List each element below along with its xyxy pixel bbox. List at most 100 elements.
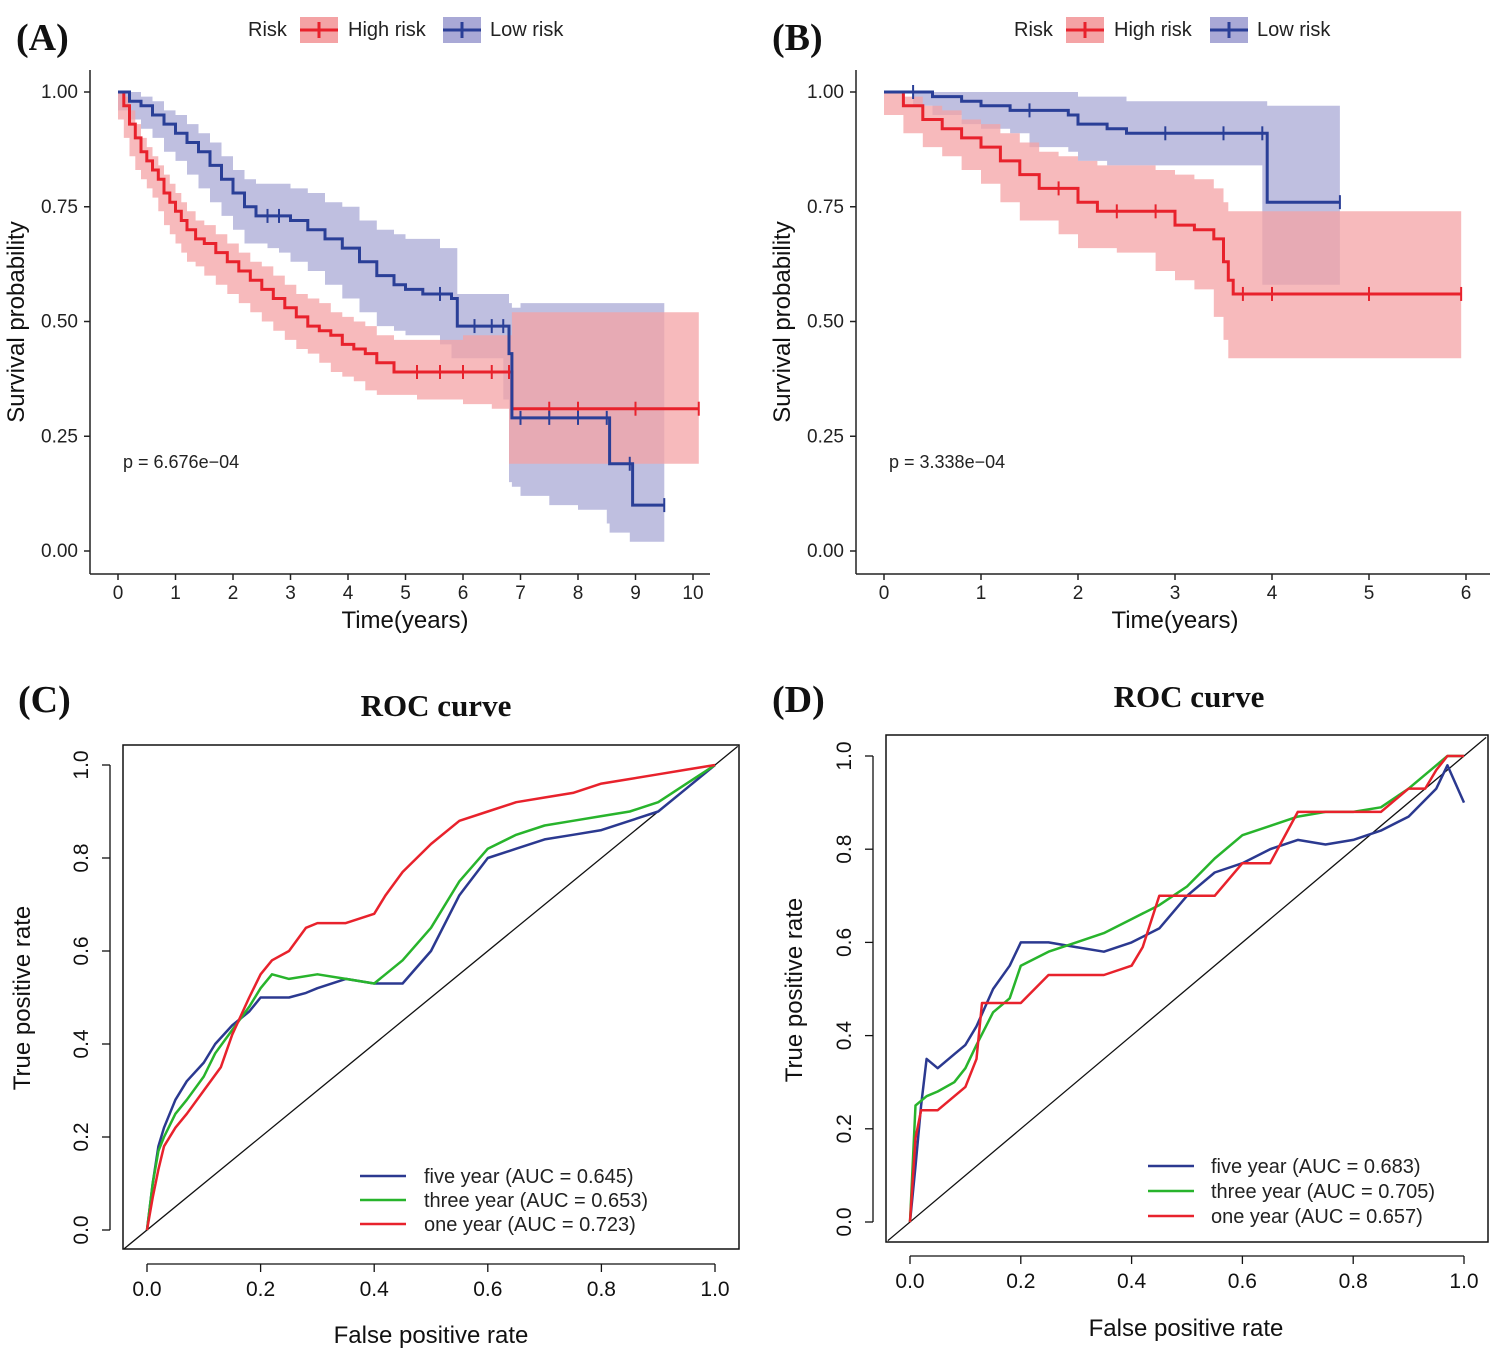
panel-b-ci-band-low-risk <box>884 92 1340 285</box>
panel-a-x-tick-label: 6 <box>458 583 469 604</box>
panel-d-x-title: False positive rate <box>1089 1315 1284 1342</box>
panel-d-legend: five year (AUC = 0.683) three year (AUC … <box>1148 1156 1435 1228</box>
panel-a-y-ticks: 0.00 0.25 0.50 0.75 1.00 <box>41 82 90 562</box>
panel-d-x-tick-label: 0.8 <box>1339 1270 1368 1293</box>
panel-b-x-tick-label: 5 <box>1364 583 1375 604</box>
panel-b-legend-title: Risk <box>1014 19 1054 41</box>
panel-a-y-title: Survival probability <box>3 221 30 422</box>
panel-a-x-tick-label: 3 <box>285 583 296 604</box>
panel-a-survival-curves <box>118 90 700 513</box>
panel-c-x-tick-label: 0.0 <box>132 1278 161 1301</box>
panel-d-x-tick-label: 0.0 <box>895 1270 924 1293</box>
panel-c-x-ticks: 0.0 0.2 0.4 0.6 0.8 1.0 <box>132 1263 730 1301</box>
panel-c-y-ticks: 0.0 0.2 0.4 0.6 0.8 1.0 <box>70 750 111 1245</box>
panel-b-legend-label-low: Low risk <box>1257 19 1331 41</box>
panel-a-legend-label-low: Low risk <box>490 19 564 41</box>
panel-c-legend-label-five: five year (AUC = 0.645) <box>424 1166 634 1188</box>
panel-c-x-tick-label: 0.6 <box>473 1278 502 1301</box>
panel-d-x-ticks: 0.0 0.2 0.4 0.6 0.8 1.0 <box>895 1255 1479 1293</box>
panel-c-y-tick-label: 0.4 <box>70 1029 93 1059</box>
panel-d-label: (D) <box>772 679 825 721</box>
panel-a-x-ticks: 0 1 2 3 4 5 6 7 8 9 10 <box>113 574 704 604</box>
panel-d-roc-curves <box>887 736 1487 1242</box>
panel-d-legend-label-three: three year (AUC = 0.705) <box>1211 1181 1435 1203</box>
panel-d-plot-frame <box>885 734 1489 1243</box>
panel-c-x-title: False positive rate <box>334 1322 529 1349</box>
panel-c-roc-curve-five-year <box>145 764 716 1231</box>
panel-d-legend-label-five: five year (AUC = 0.683) <box>1211 1156 1421 1178</box>
panel-d-x-tick-label: 0.4 <box>1117 1270 1147 1293</box>
panel-a-curve-high-risk <box>118 90 699 411</box>
panel-a-x-tick-label: 0 <box>113 583 124 604</box>
panel-c-x-tick-label: 0.2 <box>246 1278 275 1301</box>
panel-a-y-tick-label: 0.25 <box>41 426 78 447</box>
panel-c-roc-curve-one-year <box>145 763 716 1231</box>
panel-b-ci-band-high-risk <box>884 92 1462 359</box>
panel-c-legend-label-one: one year (AUC = 0.723) <box>424 1214 636 1236</box>
panel-d-roc-plot: (D) ROC curve 0.0 0.2 0.4 0.6 0.8 1.0 0.00.20… <box>772 679 1489 1342</box>
panel-d-x-tick-label: 1.0 <box>1449 1270 1478 1293</box>
panel-c-title: ROC curve <box>361 688 512 723</box>
panel-d-y-tick-label: 0.4 <box>833 1021 856 1051</box>
panel-c-roc-curve-three-year <box>145 763 716 1231</box>
panel-a-legend-label-high: High risk <box>348 19 427 41</box>
panel-c-roc-curves <box>123 745 739 1250</box>
panel-b-y-tick-label: 0.25 <box>807 426 844 447</box>
panel-b-x-tick-label: 3 <box>1170 583 1181 604</box>
panel-a-curve-low-risk <box>118 90 665 507</box>
panel-a-y-tick-label: 1.00 <box>41 82 78 103</box>
panel-a-x-tick-label: 10 <box>682 583 703 604</box>
panel-d-legend-label-one: one year (AUC = 0.657) <box>1211 1206 1423 1228</box>
panel-a-confidence-bands <box>118 92 699 542</box>
panel-c-y-tick-label: 1.0 <box>70 750 93 779</box>
panel-a-ci-band-high-risk <box>118 92 699 464</box>
panel-a-label: (A) <box>16 17 69 59</box>
panel-a-x-tick-label: 1 <box>170 583 181 604</box>
panel-d-y-tick-label: 0.0 <box>833 1207 856 1236</box>
panel-b-p-value: p = 3.338e−04 <box>889 452 1005 472</box>
panel-d-roc-curve-five-year <box>908 764 1466 1223</box>
panel-b-x-tick-label: 4 <box>1267 583 1278 604</box>
panel-a-x-tick-label: 4 <box>343 583 354 604</box>
panel-b-y-tick-label: 1.00 <box>807 82 844 103</box>
panel-d-y-tick-label: 0.6 <box>833 928 856 957</box>
panel-d-title: ROC curve <box>1114 679 1265 714</box>
panel-b-label: (B) <box>772 17 823 59</box>
panel-b-legend: Risk High risk Low risk <box>1014 17 1331 43</box>
panel-b-x-tick-label: 2 <box>1073 583 1084 604</box>
panel-b-x-ticks: 0 1 2 3 4 5 6 <box>879 574 1471 604</box>
panel-a-x-tick-label: 2 <box>228 583 239 604</box>
panel-a-km-plot: (A) Risk High risk Low risk 0.00 0.25 0.50… <box>3 17 710 634</box>
panel-d-roc-curve-one-year <box>908 754 1464 1223</box>
panel-d-y-tick-label: 0.2 <box>833 1114 856 1143</box>
panel-c-x-tick-label: 0.8 <box>587 1278 616 1301</box>
panel-a-p-value: p = 6.676e−04 <box>123 452 239 472</box>
panel-b-x-tick-label: 1 <box>976 583 987 604</box>
panel-a-y-tick-label: 0.00 <box>41 541 78 562</box>
panel-c-legend-label-three: three year (AUC = 0.653) <box>424 1190 648 1212</box>
panel-a-y-tick-label: 0.75 <box>41 197 78 218</box>
panel-a-y-tick-label: 0.50 <box>41 312 78 333</box>
panel-d-x-tick-label: 0.6 <box>1228 1270 1257 1293</box>
panel-c-y-tick-label: 0.2 <box>70 1122 93 1151</box>
panel-a-x-tick-label: 8 <box>573 583 584 604</box>
panel-c-y-tick-label: 0.0 <box>70 1215 93 1244</box>
panel-b-legend-label-high: High risk <box>1114 19 1193 41</box>
panel-d-x-tick-label: 0.2 <box>1006 1270 1035 1293</box>
panel-b-y-tick-label: 0.75 <box>807 197 844 218</box>
panel-d-roc-curve-three-year <box>908 754 1464 1223</box>
panel-c-x-tick-label: 0.4 <box>360 1278 390 1301</box>
panel-a-x-tick-label: 5 <box>400 583 411 604</box>
panel-b-km-plot: (B) Risk High risk Low risk 0.00 0.25 0.50… <box>769 17 1490 634</box>
panel-d-y-title: True positive rate <box>781 898 808 1083</box>
panel-a-legend-title: Risk <box>248 19 288 41</box>
panel-b-y-tick-label: 0.50 <box>807 312 844 333</box>
panel-b-x-title: Time(years) <box>1111 607 1238 634</box>
panel-c-label: (C) <box>18 679 71 721</box>
panel-a-x-title: Time(years) <box>341 607 468 634</box>
panel-d-y-tick-label: 1.0 <box>833 741 856 770</box>
panel-c-roc-plot: (C) ROC curve 0.0 0.2 0.4 0.6 0.8 1.0 0.0 0.2 0… <box>9 679 740 1349</box>
panel-b-y-title: Survival probability <box>769 221 796 422</box>
panel-a-x-tick-label: 7 <box>515 583 526 604</box>
panel-c-diagonal-reference <box>123 745 739 1250</box>
